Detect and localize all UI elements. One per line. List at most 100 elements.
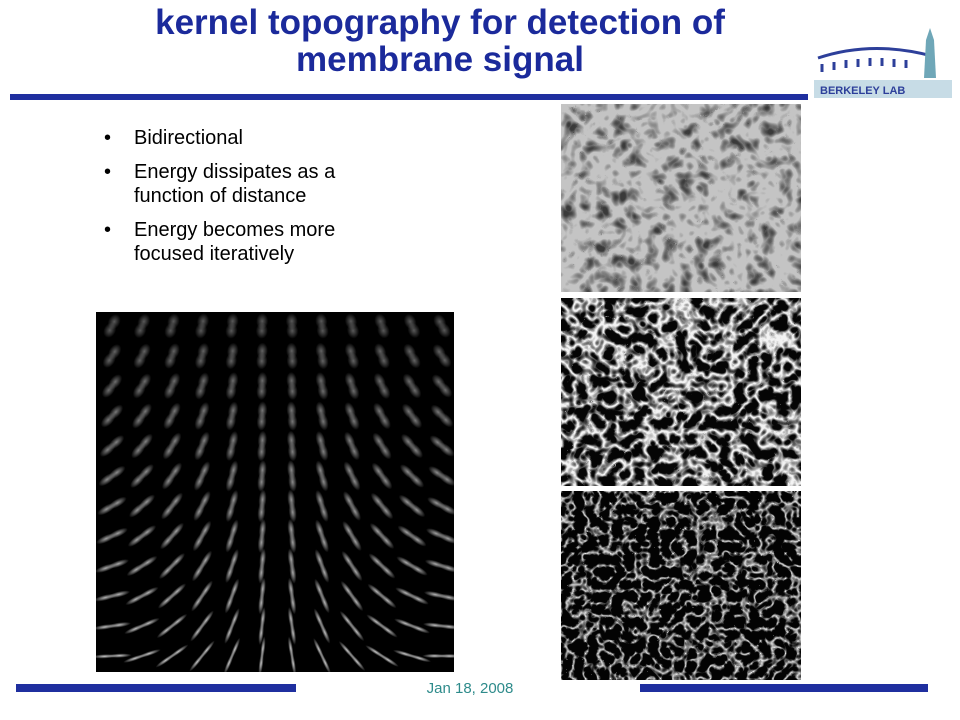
kernel-glyph <box>257 460 267 492</box>
kernel-lobe <box>225 531 235 553</box>
kernel-lobe <box>155 652 177 668</box>
kernel-lobe <box>123 653 147 663</box>
kernel-glyph <box>161 462 183 490</box>
kernel-glyph <box>403 313 421 339</box>
kernel-glyph <box>371 462 393 490</box>
kernel-lobe <box>438 382 453 398</box>
kernel-lobe <box>408 412 423 429</box>
kernel-glyph <box>157 583 187 609</box>
kernel-lobe <box>257 531 266 554</box>
kernel-glyph <box>225 548 239 584</box>
kernel-glyph <box>396 556 428 576</box>
kernel-glyph <box>191 550 213 582</box>
kernel-lobe <box>159 562 176 580</box>
kernel-lobe <box>287 382 298 401</box>
kernel-glyph <box>338 640 366 672</box>
kernel-lobe <box>127 532 146 547</box>
kernel-glyph <box>155 644 189 668</box>
title-line: membrane signal <box>296 40 584 79</box>
kernel-glyph <box>402 373 422 399</box>
title-line: kernel topography for detection of <box>155 3 725 42</box>
kernel-glyph <box>124 617 160 635</box>
cell-images <box>561 104 801 680</box>
kernel-lobe <box>225 561 235 584</box>
kernel-glyph <box>429 435 454 457</box>
kernel-lobe <box>319 591 330 614</box>
kernel-lobe <box>258 621 265 646</box>
kernel-glyph <box>256 401 268 431</box>
kernel-glyph <box>162 432 182 460</box>
kernel-lobe <box>256 442 267 462</box>
kernel-glyph <box>344 431 360 461</box>
kernel-glyph <box>287 577 297 615</box>
kernel-glyph <box>287 607 297 645</box>
kernel-glyph <box>313 638 331 672</box>
kernel-lobe <box>317 412 329 431</box>
kernel-glyph <box>194 372 210 400</box>
kernel-glyph <box>344 313 360 339</box>
kernel-glyph <box>287 548 297 584</box>
kernel-lobe <box>289 531 297 554</box>
kernel-glyph <box>394 618 430 634</box>
kernel-lobe <box>347 352 360 370</box>
kernel-glyph <box>103 314 121 338</box>
kernel-lobe <box>163 382 176 400</box>
kernel-lobe <box>318 472 329 492</box>
kernel-glyph <box>315 490 329 522</box>
kernel-lobe <box>125 593 147 606</box>
kernel-glyph <box>256 371 268 401</box>
kernel-lobe <box>378 622 398 638</box>
kernel-lobe <box>319 531 329 553</box>
kernel-lobe <box>348 502 361 521</box>
kernel-glyph <box>123 649 161 663</box>
kernel-lobe <box>131 442 146 459</box>
kernel-glyph <box>163 372 181 400</box>
kernel-lobe <box>378 472 393 490</box>
kernel-lobe <box>225 322 238 339</box>
kernel-glyph <box>96 590 131 602</box>
kernel-lobe <box>133 352 147 369</box>
kernel-lobe <box>224 621 235 644</box>
kernel-glyph <box>96 559 129 573</box>
kernel-lobe <box>257 472 266 492</box>
kernel-glyph <box>343 461 361 491</box>
footer-rule <box>16 684 296 692</box>
kernel-lobe <box>377 322 390 339</box>
footer-date: Jan 18, 2008 <box>426 680 514 697</box>
kernel-lobe <box>130 472 146 488</box>
kernel-lobe <box>346 322 360 339</box>
kernel-lobe <box>96 533 117 545</box>
kernel-glyph <box>127 525 157 547</box>
kernel-lobe <box>289 591 297 615</box>
kernel-glyph <box>163 402 181 430</box>
kernel-glyph <box>194 313 210 339</box>
kernel-glyph <box>373 372 391 400</box>
kernel-lobe <box>378 382 391 400</box>
kernel-glyph <box>286 401 298 431</box>
kernel-lobe <box>438 472 454 486</box>
slide-title: kernel topography for detection of membr… <box>40 4 840 78</box>
kernel-lobe <box>288 501 297 523</box>
kernel-lobe <box>194 412 206 431</box>
kernel-glyph <box>344 372 360 400</box>
kernel-lobe <box>126 563 146 577</box>
kernel-lobe <box>438 442 454 457</box>
kernel-glyph <box>102 344 122 368</box>
kernel-lobe <box>225 352 237 370</box>
kernel-glyph <box>189 640 215 672</box>
kernel-lobe <box>97 502 116 516</box>
kernel-lobe <box>317 382 329 400</box>
kernel-glyph <box>286 371 298 401</box>
kernel-lobe <box>348 442 360 461</box>
kernel-glyph <box>342 521 362 551</box>
kernel-glyph <box>96 622 132 630</box>
kernel-lobe <box>318 442 329 461</box>
kernel-glyph <box>428 466 454 486</box>
kernel-lobe <box>194 322 208 339</box>
kernel-glyph <box>133 343 151 369</box>
kernel-glyph <box>192 520 212 552</box>
kernel-lobe <box>438 412 454 428</box>
kernel-glyph <box>256 342 268 370</box>
kernel-lobe <box>286 352 298 370</box>
kernel-glyph <box>125 586 159 606</box>
